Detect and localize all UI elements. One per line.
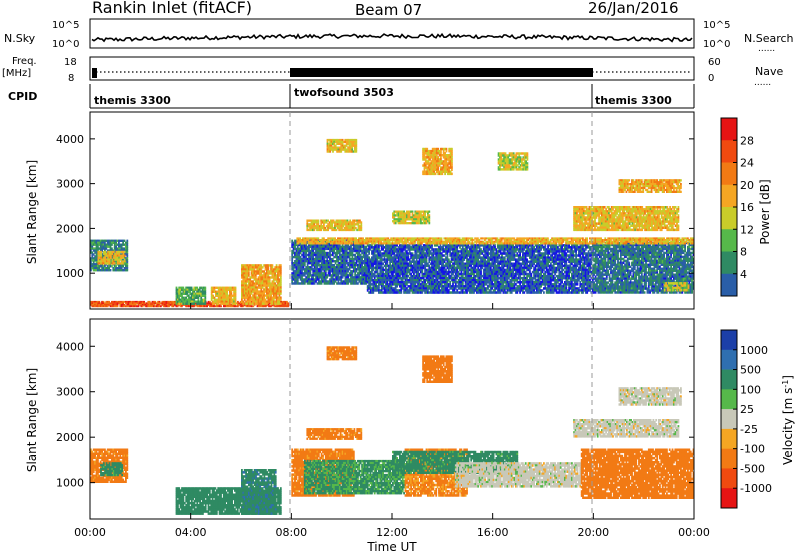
- nave-tick-top: 60: [708, 57, 721, 68]
- nsky-label: N.Sky: [4, 32, 36, 45]
- freq-unit: [MHz]: [2, 68, 31, 79]
- nave-tick-bottom: 0: [708, 73, 714, 84]
- heatmap-cell: [109, 262, 111, 264]
- radar-summary-figure: Rankin Inlet (fitACF) Beam 07 26/Jan/201…: [0, 0, 800, 554]
- power-heatmap: [90, 139, 694, 307]
- heatmap-cell: [124, 262, 126, 264]
- heatmap-cell: [235, 303, 237, 305]
- heatmap-cell: [400, 291, 402, 294]
- freq-dense-band-left: [92, 68, 97, 78]
- freq-label: Freq.: [12, 56, 37, 67]
- freq-strip: Freq. [MHz] 18 8 60 0 Nave ......: [2, 56, 783, 88]
- nsky-strip-frame: [90, 19, 694, 48]
- cpid-label: CPID: [8, 90, 37, 103]
- beam-title: Beam 07: [355, 1, 422, 19]
- heatmap-cell: [100, 255, 102, 257]
- nsky-line: [92, 34, 692, 41]
- nsearch-tick-top: 10^5: [703, 20, 730, 31]
- heatmap-cell: [280, 299, 282, 301]
- freq-tick-top: 18: [64, 57, 77, 68]
- nave-dots: ......: [754, 78, 771, 88]
- heatmap-cell: [280, 280, 282, 282]
- heatmap-cell: [117, 305, 119, 307]
- cpid-segment-1: themis 3300: [94, 94, 171, 107]
- heatmap-cell: [304, 264, 306, 266]
- heatmap-cell: [272, 266, 274, 268]
- cpid-segment-3: themis 3300: [595, 94, 672, 107]
- heatmap-cell: [220, 305, 222, 307]
- cpid-segment-2: twofsound 3503: [294, 86, 394, 99]
- nave-label: Nave: [755, 65, 783, 78]
- heatmap-cell: [204, 303, 206, 305]
- heatmap-cell: [287, 305, 289, 307]
- freq-tick-bottom: 8: [68, 73, 74, 84]
- nsky-tick-top: 10^5: [52, 20, 79, 31]
- heatmap-cell: [126, 269, 128, 271]
- nsearch-dots: ......: [758, 44, 775, 54]
- heatmap-cell: [280, 266, 282, 268]
- cpid-strip: CPID themis 3300 twofsound 3503 themis 3…: [8, 84, 694, 108]
- station-title: Rankin Inlet (fitACF): [92, 0, 252, 17]
- heatmap-cell: [280, 303, 282, 305]
- heatmap-cell: [124, 251, 126, 253]
- heatmap-cell: [124, 255, 126, 257]
- nsky-tick-bottom: 10^0: [52, 39, 79, 50]
- heatmap-cell: [280, 292, 282, 294]
- nsearch-tick-bottom: 10^0: [703, 39, 730, 50]
- heatmap-cell: [368, 252, 370, 255]
- heatmap-cell: [269, 280, 271, 282]
- heatmap-cell: [110, 269, 112, 271]
- nsky-strip: N.Sky 10^5 10^0 10^5 10^0 N.Search .....…: [4, 19, 794, 54]
- date-title: 26/Jan/2016: [588, 0, 679, 17]
